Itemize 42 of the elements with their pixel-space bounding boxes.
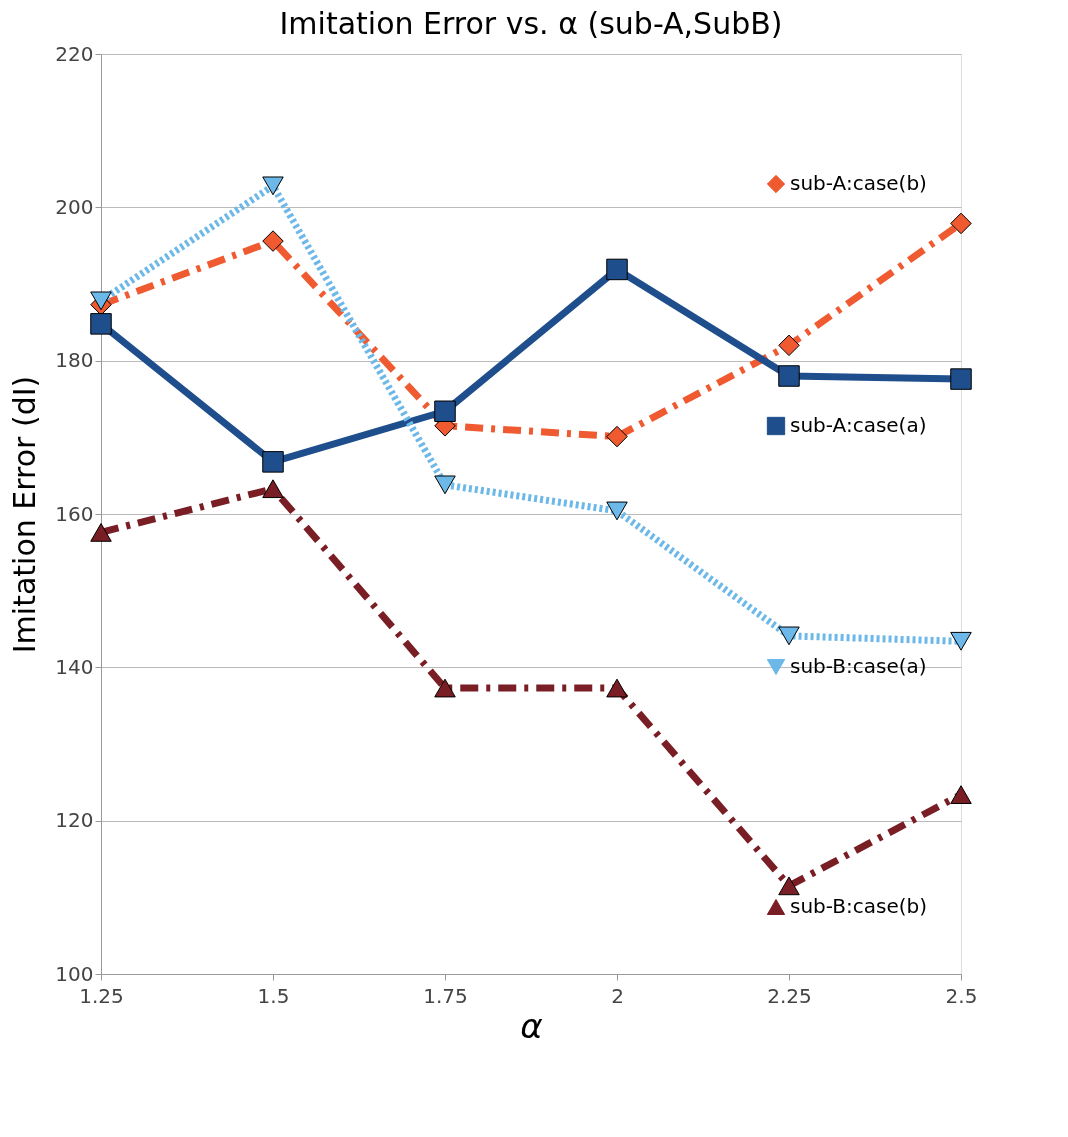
point [262, 479, 284, 499]
legend-label: sub-A:case(b) [790, 171, 927, 195]
point [778, 626, 800, 646]
legend-label: sub-B:case(b) [790, 894, 928, 918]
point [90, 523, 112, 542]
y-tick-label: 160 [55, 501, 94, 526]
point [434, 678, 456, 698]
y-tick-label: 220 [55, 41, 94, 66]
y-tick-label: 120 [55, 808, 94, 833]
point [262, 451, 284, 473]
point [950, 631, 972, 651]
point [606, 258, 628, 281]
x-tick-label: 1.75 [423, 983, 468, 1008]
point [434, 475, 456, 495]
point [950, 368, 972, 390]
point [90, 313, 112, 335]
point [778, 334, 800, 357]
point [606, 425, 628, 448]
point [778, 365, 800, 387]
point [434, 400, 456, 423]
point [262, 230, 284, 252]
y-tick-label: 100 [55, 961, 94, 986]
point [90, 291, 112, 311]
point [606, 501, 628, 521]
legend-label: sub-B:case(a) [790, 654, 927, 678]
x-tick-label: 2.25 [767, 983, 812, 1008]
x-tick-label: 1.25 [79, 983, 124, 1008]
x-tick-label: 2.5 [945, 983, 978, 1008]
y-tick-label: 140 [55, 654, 94, 679]
point [778, 876, 800, 896]
x-tick-label: 1.5 [257, 983, 290, 1008]
point [950, 212, 972, 235]
point [950, 785, 972, 804]
y-tick-label: 200 [55, 194, 94, 219]
point [606, 678, 628, 698]
y-tick-label: 180 [55, 348, 94, 373]
y-axis-title: Imitation Error (dI) [7, 375, 43, 654]
legend-label: sub-A:case(a) [790, 413, 927, 437]
x-tick-label: 2 [611, 983, 624, 1008]
chart-title: Imitation Error vs. α (sub-A,SubB) [279, 6, 783, 41]
point [262, 176, 284, 196]
x-axis-title: α [520, 1005, 543, 1046]
